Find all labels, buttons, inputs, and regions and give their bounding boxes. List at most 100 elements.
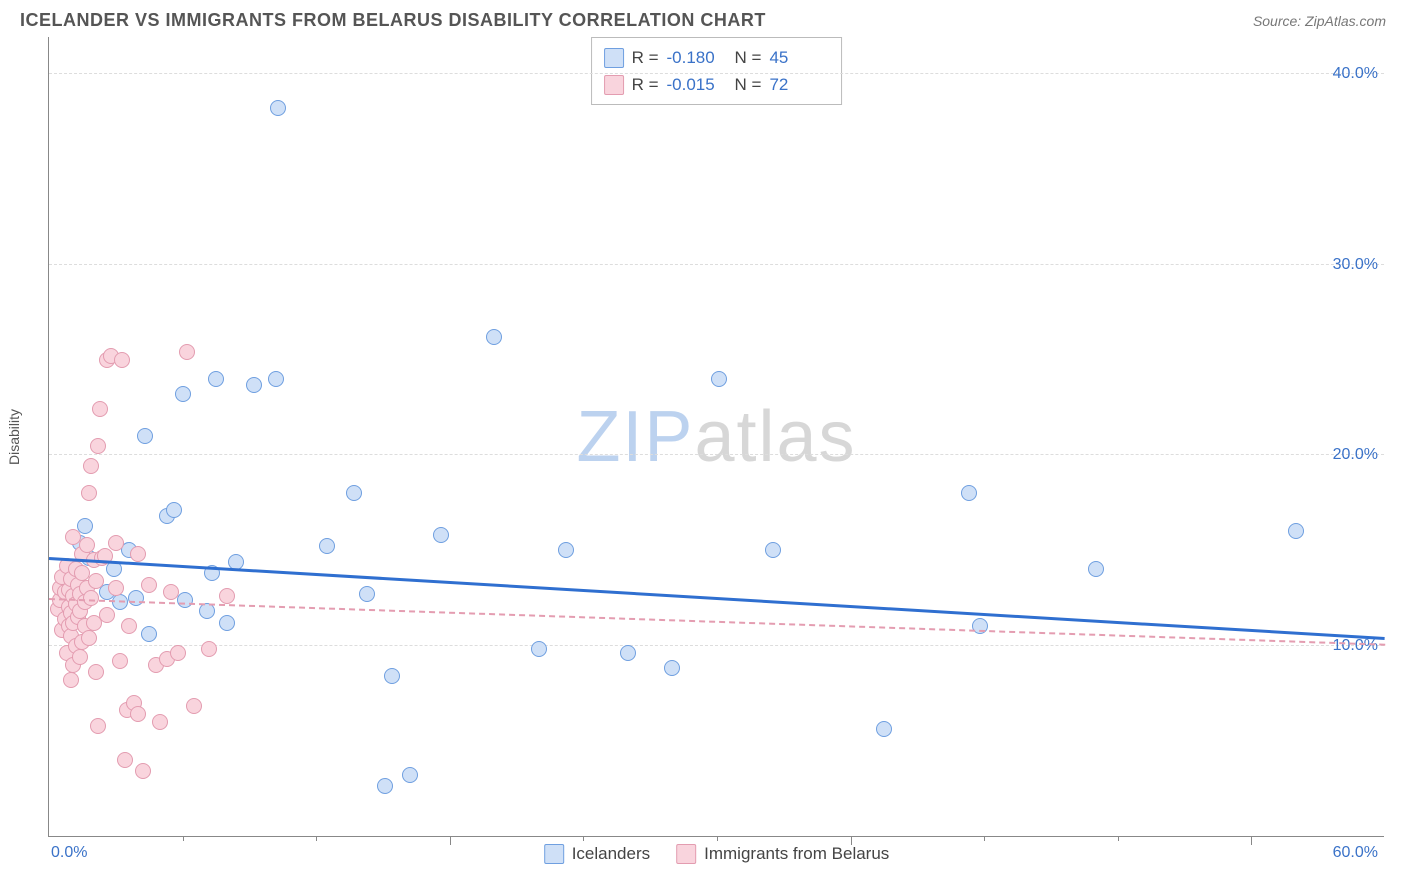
stat-r-label: R = — [632, 44, 659, 71]
data-point — [137, 428, 153, 444]
chart-header: ICELANDER VS IMMIGRANTS FROM BELARUS DIS… — [0, 0, 1406, 37]
data-point — [170, 645, 186, 661]
data-point — [135, 763, 151, 779]
stat-n-label: N = — [735, 44, 762, 71]
watermark: ZIPatlas — [576, 396, 856, 478]
data-point — [112, 653, 128, 669]
data-point — [130, 546, 146, 562]
stat-n-value: 45 — [769, 44, 829, 71]
data-point — [620, 645, 636, 661]
trend-line — [49, 557, 1385, 640]
data-point — [88, 664, 104, 680]
data-point — [199, 603, 215, 619]
data-point — [1288, 523, 1304, 539]
data-point — [99, 607, 115, 623]
data-point — [83, 458, 99, 474]
legend-item: Immigrants from Belarus — [676, 844, 889, 864]
x-tick — [1118, 836, 1119, 841]
legend-swatch — [676, 844, 696, 864]
chart-wrap: Disability ZIPatlas R =-0.180N =45R =-0.… — [18, 37, 1388, 837]
data-point — [433, 527, 449, 543]
data-point — [117, 752, 133, 768]
data-point — [88, 573, 104, 589]
legend-label: Icelanders — [572, 844, 650, 864]
x-tick — [851, 836, 852, 845]
watermark-atlas: atlas — [694, 397, 856, 477]
data-point — [377, 778, 393, 794]
source-name: ZipAtlas.com — [1305, 13, 1386, 29]
data-point — [486, 329, 502, 345]
data-point — [175, 386, 191, 402]
stat-r-label: R = — [632, 71, 659, 98]
source-prefix: Source: — [1253, 13, 1305, 29]
stats-row: R = -0.015 N = 72 — [604, 71, 830, 98]
data-point — [81, 485, 97, 501]
data-point — [1088, 561, 1104, 577]
x-tick — [450, 836, 451, 845]
data-point — [186, 698, 202, 714]
data-point — [219, 615, 235, 631]
data-point — [765, 542, 781, 558]
y-axis-label: Disability — [6, 409, 22, 465]
data-point — [81, 630, 97, 646]
y-tick-label: 40.0% — [1333, 65, 1378, 83]
x-tick — [984, 836, 985, 841]
legend-item: Icelanders — [544, 844, 650, 864]
data-point — [961, 485, 977, 501]
plot-area: ZIPatlas R =-0.180N =45R =-0.015N =72 0.… — [48, 37, 1384, 837]
data-point — [92, 401, 108, 417]
data-point — [152, 714, 168, 730]
legend-bottom: Icelanders Immigrants from Belarus — [544, 844, 890, 864]
data-point — [558, 542, 574, 558]
chart-title: ICELANDER VS IMMIGRANTS FROM BELARUS DIS… — [20, 10, 766, 31]
data-point — [83, 590, 99, 606]
x-max-label: 60.0% — [1333, 844, 1378, 862]
y-tick-label: 30.0% — [1333, 256, 1378, 274]
x-tick — [316, 836, 317, 841]
series-swatch — [604, 48, 624, 68]
stats-box: R = -0.180 N = 45 R = -0.015 N = 72 — [591, 37, 843, 105]
gridline — [49, 645, 1384, 646]
y-tick-label: 20.0% — [1333, 446, 1378, 464]
data-point — [79, 537, 95, 553]
data-point — [270, 100, 286, 116]
data-point — [201, 641, 217, 657]
data-point — [177, 592, 193, 608]
gridline — [49, 264, 1384, 265]
stat-r-value: -0.015 — [667, 71, 727, 98]
x-tick — [583, 836, 584, 841]
data-point — [711, 371, 727, 387]
data-point — [130, 706, 146, 722]
series-swatch — [604, 75, 624, 95]
stat-n-value: 72 — [769, 71, 829, 98]
data-point — [108, 580, 124, 596]
data-point — [359, 586, 375, 602]
data-point — [141, 577, 157, 593]
gridline — [49, 73, 1384, 74]
data-point — [384, 668, 400, 684]
chart-source: Source: ZipAtlas.com — [1253, 13, 1386, 29]
data-point — [876, 721, 892, 737]
data-point — [268, 371, 284, 387]
data-point — [166, 502, 182, 518]
data-point — [402, 767, 418, 783]
stat-r-value: -0.180 — [667, 44, 727, 71]
data-point — [664, 660, 680, 676]
data-point — [108, 535, 124, 551]
data-point — [114, 352, 130, 368]
stats-row: R = -0.180 N = 45 — [604, 44, 830, 71]
data-point — [72, 649, 88, 665]
x-tick — [183, 836, 184, 841]
data-point — [208, 371, 224, 387]
data-point — [90, 718, 106, 734]
data-point — [63, 672, 79, 688]
data-point — [219, 588, 235, 604]
gridline — [49, 454, 1384, 455]
data-point — [141, 626, 157, 642]
data-point — [163, 584, 179, 600]
data-point — [531, 641, 547, 657]
stat-n-label: N = — [735, 71, 762, 98]
data-point — [128, 590, 144, 606]
legend-swatch — [544, 844, 564, 864]
data-point — [972, 618, 988, 634]
